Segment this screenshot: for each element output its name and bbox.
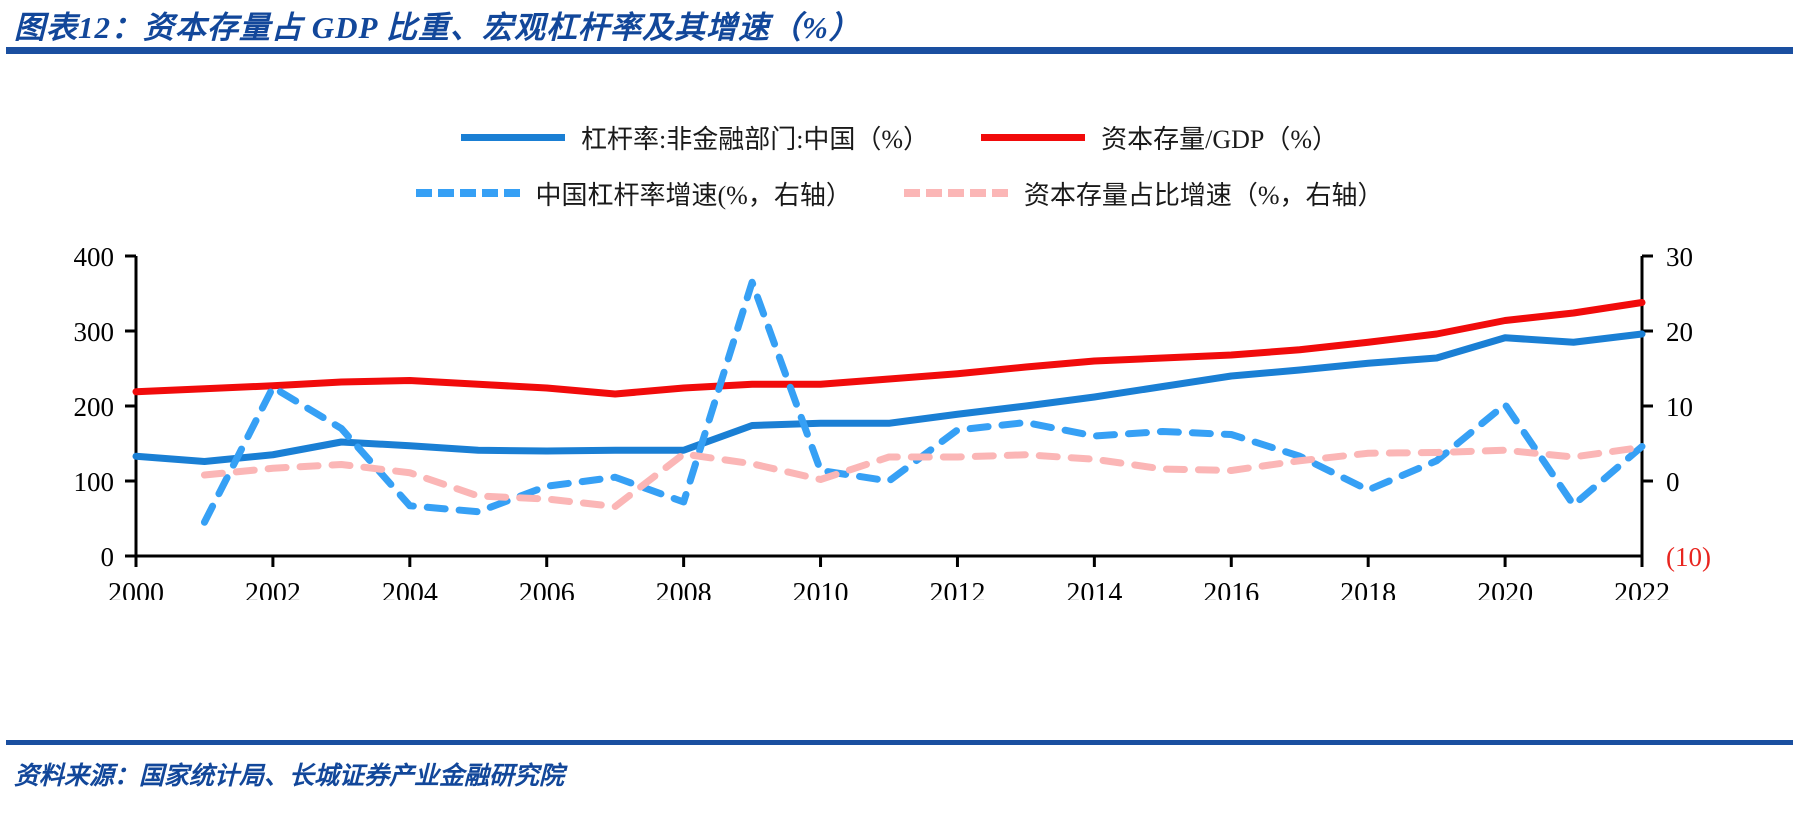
x-axis-tick-label: 2022: [1614, 578, 1670, 600]
x-axis-tick-label: 2002: [245, 578, 301, 600]
legend-swatch-line-icon: [981, 133, 1086, 141]
x-axis-tick-label: 2012: [929, 578, 985, 600]
legend-item-leverage-ratio[interactable]: 杠杆率:非金融部门:中国（%）: [460, 119, 930, 156]
x-axis-tick-label: 2020: [1477, 578, 1533, 600]
legend-row-2: 中国杠杆率增速(%，右轴） 资本存量占比增速（%，右轴）: [0, 168, 1799, 218]
title-divider: [6, 47, 1793, 54]
right-axis-tick-label: 20: [1666, 317, 1693, 347]
left-axis-tick-label: 300: [74, 317, 115, 347]
legend-row-1: 杠杆率:非金融部门:中国（%） 资本存量/GDP（%）: [0, 112, 1799, 162]
right-axis-tick-label: 30: [1666, 242, 1693, 272]
right-axis-tick-label: 10: [1666, 392, 1693, 422]
legend-label: 杠杆率:非金融部门:中国（%）: [580, 124, 930, 154]
legend-label: 资本存量/GDP（%）: [1101, 124, 1338, 154]
right-axis-tick-label: 0: [1666, 467, 1680, 497]
axes: [125, 254, 1653, 567]
x-axis-tick-label: 2010: [793, 578, 849, 600]
x-axis-tick-label: 2004: [382, 578, 438, 600]
legend-label: 中国杠杆率增速(%，右轴）: [535, 180, 852, 210]
chart-plot-area: 0 100 200 300 400 (10) 0 10 20 30 2000 2002 2004 2006…: [0, 230, 1799, 600]
x-axis-tick-label: 2000: [108, 578, 164, 600]
x-axis-tick-label: 2014: [1066, 578, 1122, 600]
chart-svg: 0 100 200 300 400 (10) 0 10 20 30 2000 2002 2004 2006…: [74, 242, 1711, 600]
x-axis-tick-label: 2018: [1340, 578, 1396, 600]
legend-item-leverage-growth[interactable]: 中国杠杆率增速(%，右轴）: [415, 175, 852, 212]
chart-legend: 杠杆率:非金融部门:中国（%） 资本存量/GDP（%） 中国杠杆率增速(%，右轴…: [0, 108, 1799, 220]
left-axis-tick-label: 400: [74, 242, 115, 272]
page-title: 图表12：资本存量占 GDP 比重、宏观杠杆率及其增速（%）: [14, 10, 861, 45]
left-axis-tick-label: 100: [74, 467, 115, 497]
axis-tick-labels: 0 100 200 300 400 (10) 0 10 20 30 2000 2002 2004 2006…: [74, 242, 1711, 600]
footer-divider: [6, 740, 1793, 745]
x-axis-tick-label: 2008: [656, 578, 712, 600]
chart-header: 图表12：资本存量占 GDP 比重、宏观杠杆率及其增速（%）: [0, 0, 1799, 56]
legend-label: 资本存量占比增速（%，右轴）: [1023, 180, 1384, 210]
series-line-1: [132, 299, 1646, 398]
right-axis-negative-label: (10): [1666, 542, 1711, 572]
left-axis-tick-label: 0: [101, 542, 115, 572]
legend-item-capital-share-growth[interactable]: 资本存量占比增速（%，右轴）: [903, 175, 1384, 212]
legend-swatch-line-icon: [460, 133, 565, 141]
series-line-3: [200, 443, 1646, 510]
legend-item-capital-stock-gdp[interactable]: 资本存量/GDP（%）: [981, 119, 1338, 156]
source-note: 资料来源：国家统计局、长城证券产业金融研究院: [14, 763, 565, 790]
legend-swatch-dashed-icon: [903, 189, 1008, 197]
left-axis-tick-label: 200: [74, 392, 115, 422]
x-axis-tick-label: 2006: [519, 578, 575, 600]
series-line-0: [132, 330, 1646, 465]
x-axis-tick-label: 2016: [1203, 578, 1259, 600]
data-series: [132, 278, 1646, 526]
legend-swatch-dashed-icon: [415, 189, 520, 197]
series-line-2: [200, 278, 1646, 526]
